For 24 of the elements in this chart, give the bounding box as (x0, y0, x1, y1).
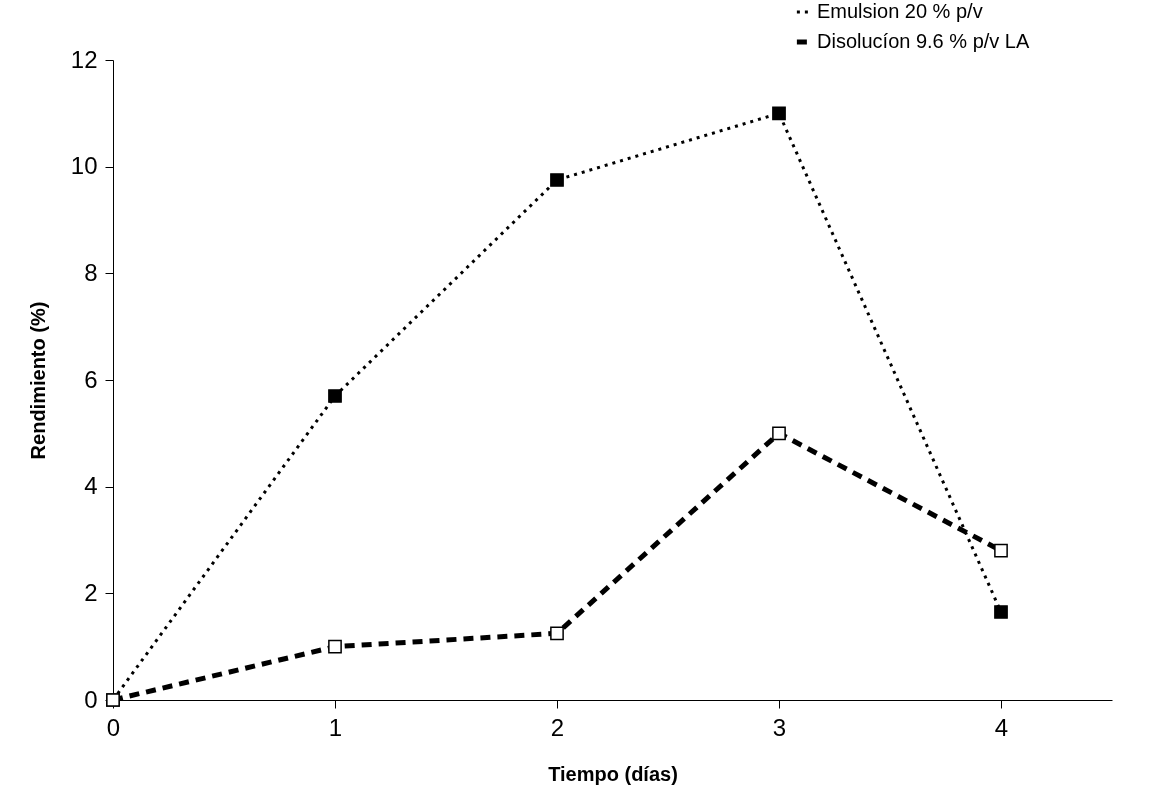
point (328, 639, 342, 654)
y-tick-label: 2 (84, 578, 98, 606)
x-tick-label: 4 (994, 713, 1009, 741)
y-tick-label: 0 (84, 685, 98, 713)
y-tick-label: 4 (84, 472, 98, 500)
point (328, 389, 342, 403)
y-tick-label: 8 (84, 258, 98, 286)
legend-label: Disolucíon 9.6 % p/v LA (817, 30, 1030, 52)
point (772, 426, 786, 441)
point (772, 106, 786, 121)
x-tick-label: 1 (328, 713, 343, 741)
point (550, 626, 564, 641)
point (994, 605, 1008, 619)
x-tick-label: 2 (550, 713, 565, 741)
x-axis-title: Tiempo (días) (548, 762, 678, 785)
x-tick-label: 3 (772, 713, 787, 741)
y-axis-title: Rendimiento (%) (26, 301, 49, 460)
y-tick-label: 6 (84, 365, 98, 393)
y-tick-label: 12 (70, 45, 98, 73)
point (550, 173, 564, 187)
x-tick-label: 0 (106, 713, 121, 741)
legend-label: Emulsion 20 % p/v (817, 0, 983, 22)
point (994, 543, 1008, 558)
y-tick-label: 10 (70, 152, 98, 180)
